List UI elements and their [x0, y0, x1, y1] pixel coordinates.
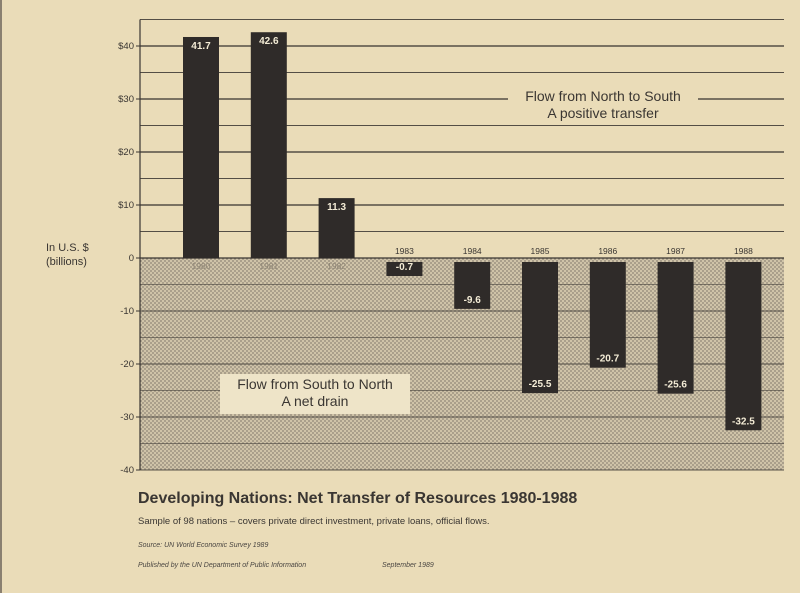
- y-tick-label: $30: [118, 94, 134, 105]
- positive-note-line2: A positive transfer: [547, 105, 659, 121]
- category-label: 1988: [734, 246, 753, 256]
- y-tick-label: -10: [120, 306, 134, 317]
- y-axis-label: In U.S. $ (billions): [46, 241, 108, 269]
- y-tick-label: $20: [118, 147, 134, 158]
- y-tick-label: $40: [118, 41, 134, 52]
- positive-note-line1: Flow from North to South: [525, 88, 681, 104]
- y-tick-label: 0: [129, 253, 134, 264]
- y-axis-label-text: In U.S. $ (billions): [46, 242, 89, 268]
- category-label: 1983: [395, 246, 414, 256]
- y-tick-label: $10: [118, 200, 134, 211]
- value-label: -32.5: [732, 416, 755, 427]
- source-note: Source: UN World Economic Survey 1989: [138, 542, 269, 549]
- net-drain-note: Flow from South to North A net drain: [220, 374, 410, 414]
- category-label: 1985: [531, 246, 550, 256]
- value-label: -9.6: [464, 295, 482, 306]
- bar-1988: [725, 262, 762, 431]
- publisher-note: Published by the UN Department of Public…: [138, 562, 307, 569]
- bars: 1980 41.7 1981 42.6 1982 11.3 1983 -0.7 1984 -9.6…: [183, 32, 762, 431]
- bar-1987: [657, 262, 694, 394]
- y-tick-label: -40: [120, 465, 134, 476]
- negative-note-line2: A net drain: [281, 393, 349, 409]
- chart-subtitle: Sample of 98 nations – covers private di…: [138, 516, 490, 527]
- bar-1982: [318, 198, 355, 258]
- category-label: 1986: [598, 246, 617, 256]
- positive-transfer-note: Flow from North to South A positive tran…: [508, 88, 698, 122]
- category-label: 1987: [666, 246, 685, 256]
- value-label: 11.3: [327, 202, 346, 213]
- value-label: -20.7: [596, 354, 619, 365]
- category-label: 1982: [327, 261, 346, 271]
- y-tick-label: -30: [120, 412, 134, 423]
- category-label: 1984: [463, 246, 482, 256]
- value-label: -0.7: [396, 262, 414, 273]
- chart-title: Developing Nations: Net Transfer of Reso…: [138, 490, 578, 507]
- category-label: 1980: [192, 261, 211, 271]
- negative-note-line1: Flow from South to North: [237, 376, 393, 392]
- y-tick-label: -20: [120, 359, 134, 370]
- category-label: 1981: [259, 261, 278, 271]
- value-label: -25.5: [529, 379, 552, 390]
- value-label: 42.6: [259, 36, 279, 47]
- bar-1980: [183, 36, 219, 258]
- publication-date: September 1989: [382, 562, 434, 569]
- value-label: -25.6: [664, 380, 687, 391]
- bar-1985: [522, 262, 558, 394]
- bar-1983: [386, 262, 423, 276]
- y-axis-ticks: $40 $30 $20 $10 0 -10 -20 -30 -40: [118, 41, 140, 476]
- bar-1984: [454, 262, 491, 309]
- bar-1986: [589, 262, 626, 368]
- bar-1981: [250, 32, 287, 258]
- value-label: 41.7: [191, 41, 211, 52]
